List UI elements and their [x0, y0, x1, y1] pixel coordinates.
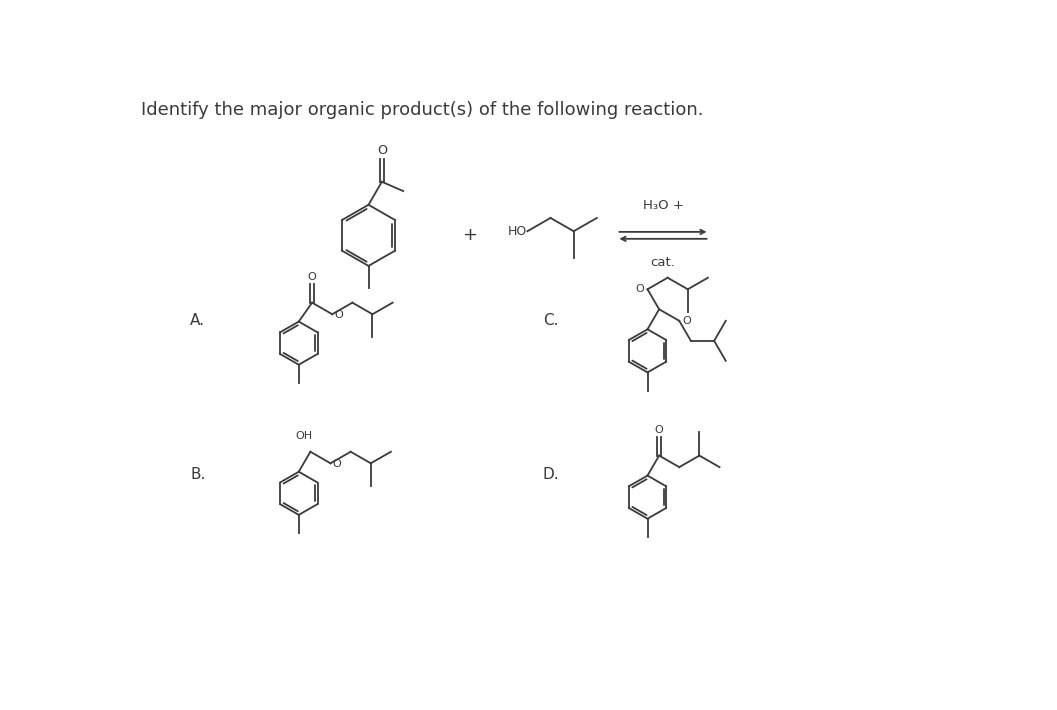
Text: O: O	[335, 310, 344, 320]
Text: Identify the major organic product(s) of the following reaction.: Identify the major organic product(s) of…	[142, 101, 704, 119]
Text: +: +	[462, 226, 477, 244]
Text: O: O	[308, 272, 316, 282]
Text: HO: HO	[508, 225, 527, 238]
Text: O: O	[333, 459, 341, 469]
Text: D.: D.	[543, 466, 559, 481]
Text: O: O	[654, 425, 664, 435]
Text: O: O	[635, 283, 645, 293]
Text: H₃O +: H₃O +	[643, 200, 684, 212]
Text: A.: A.	[190, 312, 205, 327]
Text: C.: C.	[543, 312, 558, 327]
Text: O: O	[376, 143, 387, 157]
Text: O: O	[683, 316, 691, 326]
Text: OH: OH	[296, 431, 313, 441]
Text: B.: B.	[190, 466, 206, 481]
Text: cat.: cat.	[650, 256, 675, 269]
